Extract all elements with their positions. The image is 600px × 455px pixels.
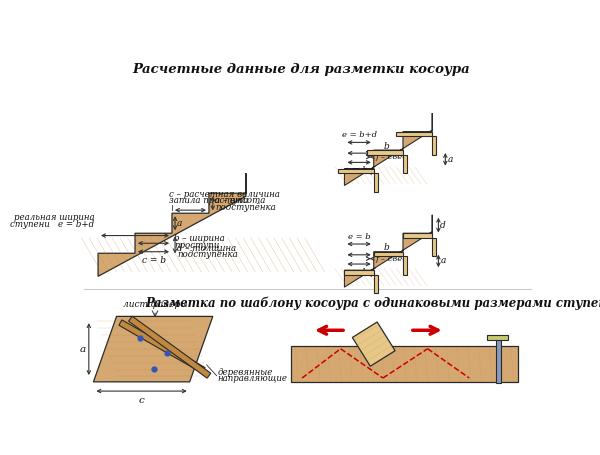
Text: c = b: c = b (142, 256, 166, 264)
Text: b: b (383, 142, 389, 151)
Polygon shape (94, 316, 213, 382)
Text: d: d (440, 221, 446, 230)
Text: e = b+d: e = b+d (341, 131, 377, 139)
Text: c: c (139, 396, 145, 404)
Polygon shape (432, 238, 436, 256)
Text: запила проступи: запила проступи (169, 196, 248, 205)
Text: c = b·f: c = b·f (344, 166, 374, 175)
Text: a: a (441, 257, 446, 265)
Text: лист фанеры: лист фанеры (123, 300, 187, 308)
Polygon shape (403, 233, 432, 238)
Text: реальная ширина: реальная ширина (14, 213, 94, 222)
Text: деревянные: деревянные (217, 368, 273, 377)
Polygon shape (119, 320, 205, 373)
Polygon shape (403, 155, 407, 173)
Text: f – свес: f – свес (375, 153, 407, 161)
Text: f – свес: f – свес (375, 255, 407, 263)
Polygon shape (496, 336, 501, 384)
Text: подступёнка: подступёнка (215, 202, 276, 212)
Text: Разметка по шаблону косоура с одинаковыми размерами ступеней: Разметка по шаблону косоура с одинаковым… (146, 296, 600, 309)
Text: a – высота: a – высота (215, 197, 265, 205)
Polygon shape (338, 168, 374, 173)
Text: a: a (448, 155, 453, 164)
Polygon shape (367, 150, 403, 155)
Polygon shape (98, 173, 246, 276)
Polygon shape (374, 173, 377, 192)
Text: направляющие: направляющие (217, 374, 287, 383)
Text: c – расчетная величина: c – расчетная величина (169, 190, 280, 199)
Text: подступёнка: подступёнка (178, 250, 238, 259)
Polygon shape (374, 275, 377, 293)
Polygon shape (374, 252, 403, 256)
Text: e = b: e = b (348, 233, 370, 241)
Text: a: a (176, 219, 182, 228)
Polygon shape (344, 215, 432, 287)
Text: a: a (80, 344, 86, 354)
Polygon shape (352, 322, 395, 366)
Polygon shape (487, 335, 508, 339)
Text: Расчетные данные для разметки косоура: Расчетные данные для разметки косоура (133, 63, 470, 76)
Polygon shape (396, 131, 432, 136)
Polygon shape (344, 113, 432, 186)
Polygon shape (403, 256, 407, 275)
Text: c = b·f: c = b·f (344, 268, 374, 277)
Text: b: b (383, 243, 389, 253)
Polygon shape (290, 346, 518, 382)
Polygon shape (128, 316, 211, 378)
Text: d – толщина: d – толщина (178, 243, 236, 253)
Text: b – ширина: b – ширина (174, 234, 225, 243)
Polygon shape (344, 270, 374, 275)
Text: ступени   e = b+d: ступени e = b+d (10, 220, 94, 228)
Polygon shape (432, 136, 436, 155)
Text: проступи: проступи (174, 241, 220, 250)
